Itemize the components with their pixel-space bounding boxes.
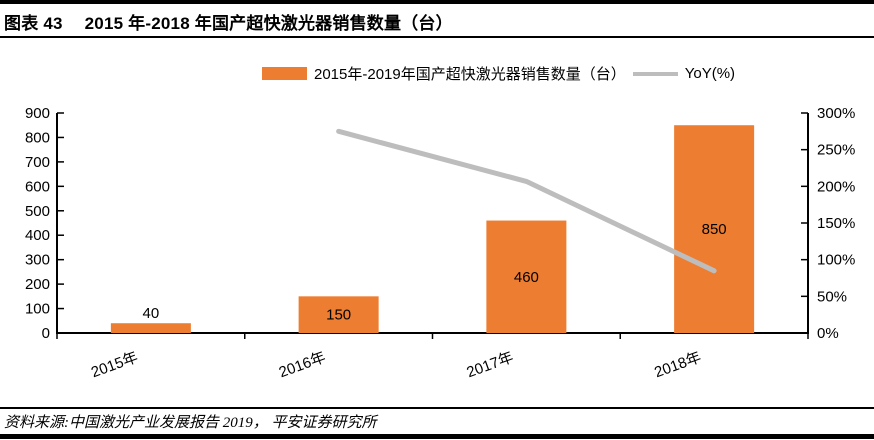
bar-data-label: 40 bbox=[143, 305, 160, 322]
legend-bar-swatch-icon bbox=[262, 67, 307, 80]
left-axis-tick-label: 100 bbox=[25, 301, 50, 318]
chart-legend: 2015年-2019年国产超快激光器销售数量（台） YoY(%) bbox=[262, 63, 735, 84]
right-axis-tick-label: 250% bbox=[817, 142, 855, 159]
right-axis-tick-label: 150% bbox=[817, 215, 855, 232]
bar bbox=[674, 125, 755, 333]
legend-line-label: YoY(%) bbox=[684, 65, 736, 82]
title-divider bbox=[0, 36, 874, 38]
figure-title: 图表 43 2015 年-2018 年国产超快激光器销售数量（台） bbox=[4, 9, 870, 34]
source-note: 资料来源:中国激光产业发展报告 2019， 平安证券研究所 bbox=[4, 415, 377, 431]
left-axis-tick-label: 800 bbox=[25, 129, 50, 146]
x-axis-category-label: 2015年 bbox=[89, 349, 140, 382]
bar bbox=[486, 220, 567, 333]
left-axis-tick-label: 200 bbox=[25, 276, 50, 293]
x-axis-category-label: 2017年 bbox=[464, 349, 515, 382]
left-axis-tick-label: 600 bbox=[25, 178, 50, 195]
left-axis-tick-label: 700 bbox=[25, 154, 50, 171]
bar bbox=[110, 323, 191, 333]
right-axis-tick-label: 0% bbox=[817, 325, 839, 342]
left-axis-tick-label: 0 bbox=[42, 325, 50, 342]
x-axis-category-label: 2016年 bbox=[277, 349, 328, 382]
bar bbox=[298, 296, 379, 333]
figure-number-label: 图表 43 bbox=[4, 14, 63, 33]
legend-line-swatch-icon bbox=[632, 71, 678, 76]
right-axis-tick-label: 300% bbox=[817, 105, 855, 122]
yoy-line bbox=[336, 128, 717, 274]
left-axis-tick-label: 500 bbox=[25, 203, 50, 220]
bar-data-label: 150 bbox=[326, 307, 351, 324]
left-axis-tick-label: 300 bbox=[25, 252, 50, 269]
right-axis-tick-label: 50% bbox=[817, 288, 847, 305]
left-axis-tick-label: 900 bbox=[25, 105, 50, 122]
right-axis-tick-label: 100% bbox=[817, 252, 855, 269]
right-axis-tick-label: 200% bbox=[817, 178, 855, 195]
top-divider bbox=[0, 0, 874, 4]
bottom-divider bbox=[0, 434, 874, 439]
left-axis-tick-label: 400 bbox=[25, 227, 50, 244]
legend-bar-label: 2015年-2019年国产超快激光器销售数量（台） bbox=[314, 66, 626, 83]
figure-title-text: 2015 年-2018 年国产超快激光器销售数量（台） bbox=[84, 14, 453, 33]
bar-data-label: 460 bbox=[514, 269, 539, 286]
footer-divider bbox=[0, 407, 874, 409]
x-axis-category-label: 2018年 bbox=[652, 349, 703, 382]
bar-data-label: 850 bbox=[702, 221, 727, 238]
